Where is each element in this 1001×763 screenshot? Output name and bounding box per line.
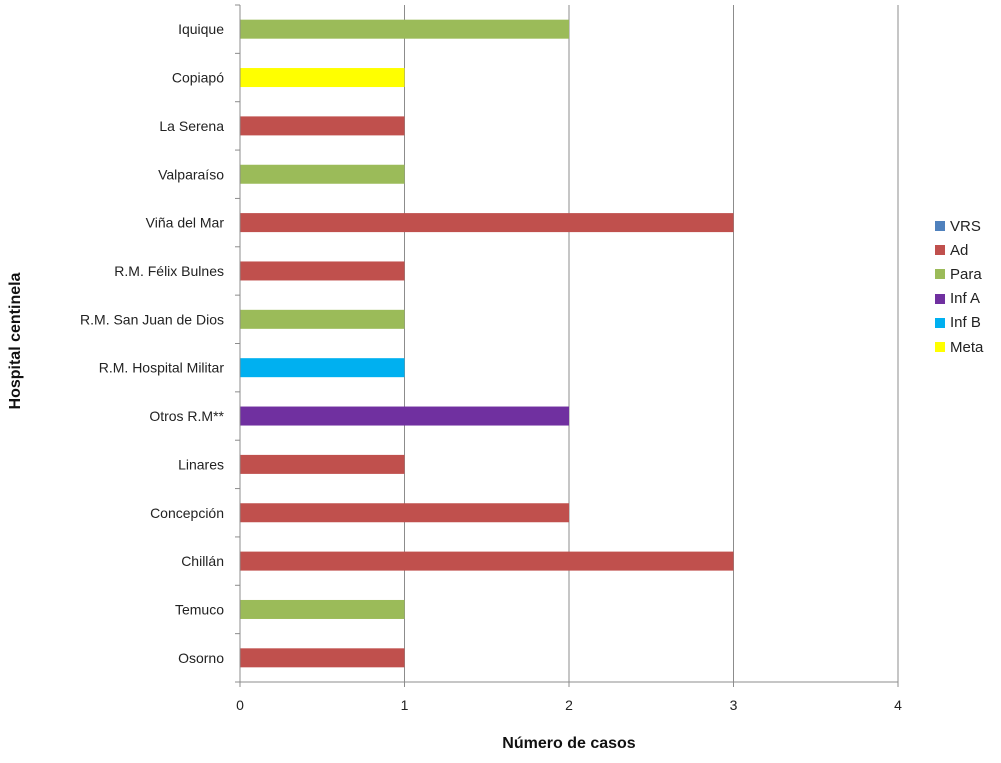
y-tick-label: La Serena xyxy=(159,118,224,134)
label-layer: 0 1 2 3 4 Iquique Copiapó La Serena Valparaíso Vi… xyxy=(80,21,902,713)
y-tick-label: R.M. Félix Bulnes xyxy=(114,263,224,279)
y-tick-label: Concepción xyxy=(150,505,224,521)
x-tick-label: 1 xyxy=(401,697,409,713)
legend-label: Para xyxy=(950,265,982,283)
legend-swatch xyxy=(935,342,945,353)
bar-ad xyxy=(240,116,405,136)
legend-label: Meta xyxy=(950,338,984,356)
legend: VRS Ad Para Inf A Inf B Meta xyxy=(935,214,1001,359)
x-tick-label: 0 xyxy=(236,697,244,713)
legend-label: Inf B xyxy=(950,314,981,332)
bar-ad xyxy=(240,213,734,233)
bar-ad xyxy=(240,261,405,281)
bar-inf-b xyxy=(240,358,405,378)
y-tick-label: Iquique xyxy=(178,21,224,37)
bar-para xyxy=(240,599,405,619)
bar-ad xyxy=(240,551,734,571)
y-tick-label: Linares xyxy=(178,456,224,472)
bar-ad xyxy=(240,648,405,668)
legend-item: Meta xyxy=(935,335,1001,359)
y-tick-label: Osorno xyxy=(178,650,224,666)
y-tick-label: R.M. San Juan de Dios xyxy=(80,311,224,327)
y-tick-label: Otros R.M** xyxy=(149,408,224,424)
bar-meta xyxy=(240,68,405,88)
legend-swatch xyxy=(935,269,945,280)
bar-inf-a xyxy=(240,406,569,426)
legend-item: Para xyxy=(935,262,1001,286)
y-tick-label: Viña del Mar xyxy=(146,215,225,231)
bar-para xyxy=(240,309,405,329)
x-axis-title: Número de casos xyxy=(502,735,636,752)
legend-label: VRS xyxy=(950,217,981,235)
y-tick-label: Copiapó xyxy=(172,70,224,86)
legend-item: Inf B xyxy=(935,311,1001,335)
y-tick-label: Valparaíso xyxy=(158,166,224,182)
x-tick-label: 3 xyxy=(730,697,738,713)
y-tick-label: R.M. Hospital Militar xyxy=(99,360,225,376)
legend-swatch xyxy=(935,221,945,232)
legend-label: Ad xyxy=(950,241,969,259)
axis-layer xyxy=(235,4,899,687)
y-tick-label: Temuco xyxy=(175,601,224,617)
legend-swatch xyxy=(935,317,945,328)
x-tick-label: 4 xyxy=(894,697,902,713)
x-tick-label: 2 xyxy=(565,697,573,713)
y-tick-label: Chillán xyxy=(181,553,224,569)
bar-ad xyxy=(240,503,569,523)
bar-para xyxy=(240,164,405,184)
legend-swatch xyxy=(935,245,945,256)
legend-item: VRS xyxy=(935,214,1001,238)
legend-label: Inf A xyxy=(950,290,981,308)
grid-layer xyxy=(404,5,899,682)
bar-ad xyxy=(240,454,405,474)
bar-para xyxy=(240,19,569,39)
legend-swatch xyxy=(935,293,945,304)
y-axis-title: Hospital centinela xyxy=(7,272,24,410)
legend-item: Inf A xyxy=(935,287,1001,311)
legend-item: Ad xyxy=(935,238,1001,262)
bar-layer xyxy=(240,19,734,668)
